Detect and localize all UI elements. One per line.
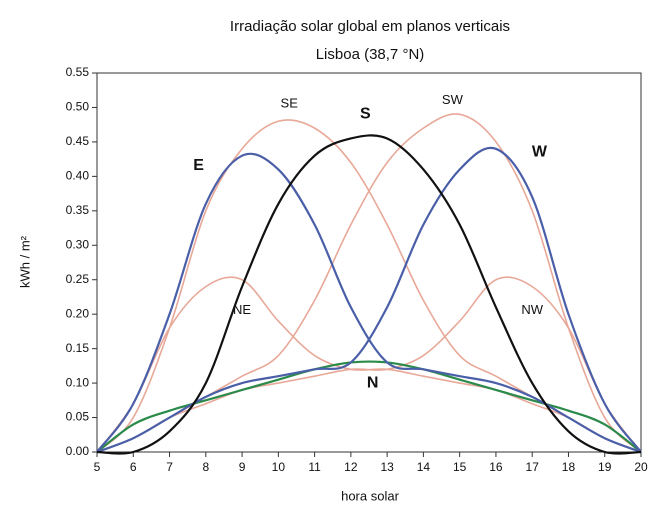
y-tick-label: 0.15 [66,341,90,355]
x-tick-label: 10 [272,460,286,474]
plot-frame [96,72,642,453]
y-tick-label: 0.45 [66,134,90,148]
x-tick-label: 8 [202,460,209,474]
x-axis-label: hora solar [341,488,399,503]
y-axis-label: kWh / m² [17,235,32,288]
x-tick-label: 5 [94,460,101,474]
series-label: N [367,374,379,391]
series-label: E [193,157,204,174]
x-tick-label: 11 [308,460,321,474]
y-tick-label: 0.25 [66,272,90,286]
x-tick-label: 20 [634,460,648,474]
series-line [96,360,642,453]
y-tick-label: 0.40 [66,169,90,183]
series-label: NW [521,302,543,317]
y-tick-label: 0.20 [66,306,90,320]
series-label: S [360,106,371,123]
y-tick-label: 0.05 [66,410,90,424]
series-line [96,134,642,455]
x-tick-label: 12 [344,460,358,474]
x-tick-label: 9 [239,460,246,474]
x-tick-label: 18 [562,460,576,474]
series-label: W [532,143,548,160]
y-tick-label: 0.30 [66,237,90,251]
x-tick-label: 13 [380,460,394,474]
y-tick-label: 0.00 [66,444,90,458]
x-tick-label: 15 [453,460,467,474]
x-tick-label: 6 [130,460,137,474]
y-tick-label: 0.35 [66,203,90,217]
series-label: SE [281,95,299,110]
series-label: SW [442,92,464,107]
y-tick-label: 0.50 [66,100,90,114]
series-label: NE [233,302,251,317]
chart-subtitle: Lisboa (38,7 °N) [316,46,425,63]
y-tick-label: 0.55 [66,65,90,79]
x-tick-label: 17 [526,460,540,474]
x-tick-label: 7 [166,460,173,474]
x-tick-label: 14 [417,460,431,474]
chart-title: Irradiação solar global em planos vertic… [230,18,510,35]
x-tick-label: 19 [598,460,612,474]
y-tick-label: 0.10 [66,375,90,389]
x-tick-label: 16 [489,460,503,474]
